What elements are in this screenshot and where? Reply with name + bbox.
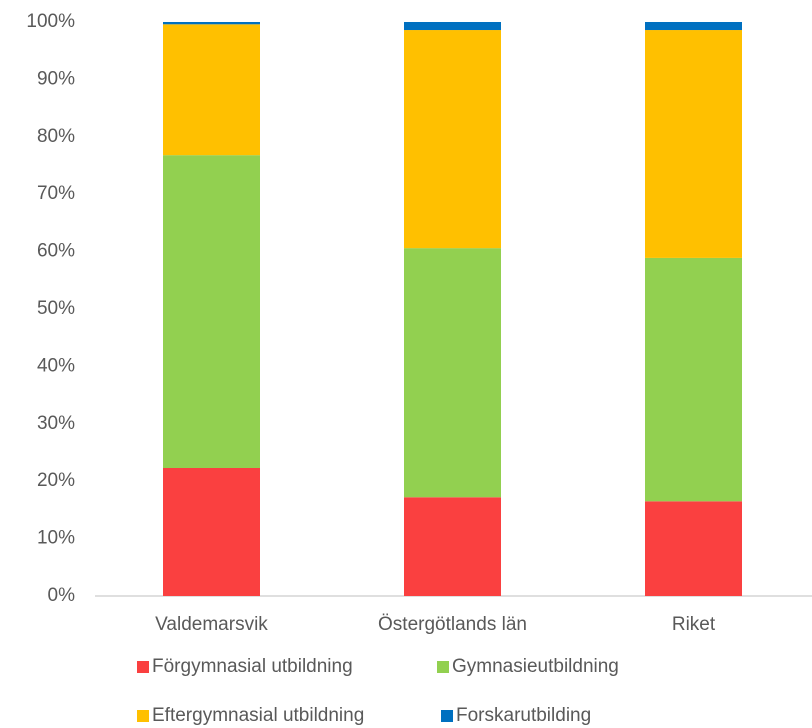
- y-tick-label: 80%: [37, 126, 75, 147]
- bar-segment: [404, 248, 501, 498]
- legend-swatch: [137, 661, 149, 673]
- y-tick-label: 20%: [37, 470, 75, 491]
- bar-segment: [163, 467, 260, 596]
- y-tick-label: 10%: [37, 528, 75, 549]
- bar-segment: [163, 155, 260, 468]
- y-tick-label: 90%: [37, 68, 75, 89]
- legend-label: Eftergymnasial utbildning: [152, 705, 364, 726]
- bar-segment: [645, 22, 742, 31]
- bar-segment: [404, 497, 501, 596]
- y-tick-label: 100%: [26, 11, 75, 32]
- legend-label: Gymnasieutbildning: [452, 656, 619, 677]
- bar-segment: [404, 30, 501, 249]
- y-tick-label: 60%: [37, 241, 75, 262]
- bar-segment: [404, 22, 501, 31]
- y-tick-label: 50%: [37, 298, 75, 319]
- legend-swatch: [441, 710, 453, 722]
- y-tick-label: 30%: [37, 413, 75, 434]
- bar-segment: [163, 22, 260, 25]
- x-tick-label: Riket: [672, 614, 716, 635]
- x-tick-label: Östergötlands län: [378, 614, 527, 635]
- legend-swatch: [437, 661, 449, 673]
- y-tick-label: 40%: [37, 355, 75, 376]
- bar-segment: [645, 257, 742, 502]
- legend-swatch: [137, 710, 149, 722]
- bar-segment: [645, 30, 742, 258]
- bar-segment: [163, 24, 260, 156]
- y-tick-label: 0%: [48, 585, 76, 606]
- legend-label: Förgymnasial utbildning: [152, 656, 353, 677]
- legend-label: Forskarutbilding: [456, 705, 591, 726]
- bar-segment: [645, 501, 742, 596]
- x-tick-label: Valdemarsvik: [155, 614, 268, 635]
- y-tick-label: 70%: [37, 183, 75, 204]
